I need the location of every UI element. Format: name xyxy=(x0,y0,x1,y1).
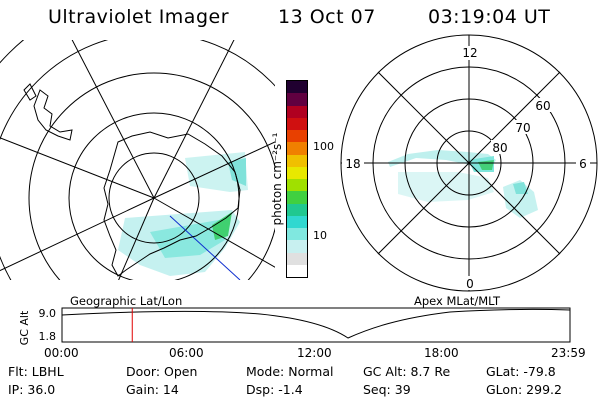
mlat-label-80: 80 xyxy=(492,141,507,155)
colorbar-tick-10: 10 xyxy=(313,229,327,242)
info-flt: Flt: LBHL xyxy=(8,364,64,379)
colorbar-unit-label: photon cm⁻²s⁻¹ xyxy=(270,132,284,226)
ytick-9: 9.0 xyxy=(39,307,57,320)
uv-emission-region xyxy=(388,150,538,218)
time-label: 03:19:04 UT xyxy=(428,6,551,28)
south-america-coastline xyxy=(33,89,73,141)
info-door: Door: Open xyxy=(126,364,198,379)
xtick-1200: 12:00 xyxy=(297,346,332,360)
terminator-line xyxy=(169,215,241,280)
info-glat: GLat: -79.8 xyxy=(486,364,556,379)
colorbar-segment xyxy=(287,105,307,118)
altitude-curve xyxy=(61,308,571,339)
info-mode: Mode: Normal xyxy=(246,364,334,379)
colorbar-segment xyxy=(287,179,307,192)
apex-label: Apex MLat/MLT xyxy=(414,294,501,308)
app-title: Ultraviolet Imager xyxy=(48,6,230,28)
xtick-2359: 23:59 xyxy=(551,346,586,360)
colorbar-segment xyxy=(287,191,307,204)
mlt-label-18: 18 xyxy=(345,157,360,171)
date-label: 13 Oct 07 xyxy=(278,6,376,28)
colorbar-segment xyxy=(287,81,307,94)
colorbar-tick-100: 100 xyxy=(313,140,334,153)
colorbar-segment xyxy=(287,264,307,277)
mlt-label-12: 12 xyxy=(462,46,477,60)
info-glon: GLon: 299.2 xyxy=(486,382,562,397)
colorbar-segment xyxy=(287,252,307,265)
ytick-1-8: 1.8 xyxy=(39,330,57,343)
geographic-map xyxy=(0,40,275,280)
xtick-1800: 18:00 xyxy=(424,346,459,360)
colorbar-segment xyxy=(287,215,307,228)
mlt-lines xyxy=(341,35,597,291)
colorbar-segment xyxy=(287,166,307,179)
colorbar-segment xyxy=(287,142,307,155)
info-ip: IP: 36.0 xyxy=(8,382,56,397)
colorbar-segment xyxy=(287,130,307,143)
colorbar xyxy=(286,80,308,278)
info-dsp: Dsp: -1.4 xyxy=(246,382,303,397)
info-gain: Gain: 14 xyxy=(126,382,179,397)
mlt-label-0: 0 xyxy=(466,277,474,291)
info-gcalt: GC Alt: 8.7 Re xyxy=(363,364,451,379)
xtick-0600: 06:00 xyxy=(169,346,204,360)
magnetic-polar-plot: 12 18 6 0 60 70 80 xyxy=(340,34,598,292)
geographic-label: Geographic Lat/Lon xyxy=(70,294,183,308)
colorbar-segment xyxy=(287,117,307,130)
mlat-label-60: 60 xyxy=(535,99,550,113)
mlt-label-6: 6 xyxy=(579,157,587,171)
timeline-frame xyxy=(61,307,571,343)
longitude-lines xyxy=(0,40,275,280)
colorbar-segment xyxy=(287,154,307,167)
colorbar-segment xyxy=(287,240,307,253)
colorbar-segment xyxy=(287,203,307,216)
antarctica-coastline xyxy=(103,131,241,277)
colorbar-segment xyxy=(287,228,307,241)
info-seq: Seq: 39 xyxy=(363,382,411,397)
mlat-label-70: 70 xyxy=(515,121,530,135)
altitude-timeline: GC Alt 9.0 1.8 xyxy=(18,307,571,345)
colorbar-segment xyxy=(287,93,307,106)
timeline-ylabel: GC Alt xyxy=(18,310,31,345)
xtick-0000: 00:00 xyxy=(44,346,79,360)
